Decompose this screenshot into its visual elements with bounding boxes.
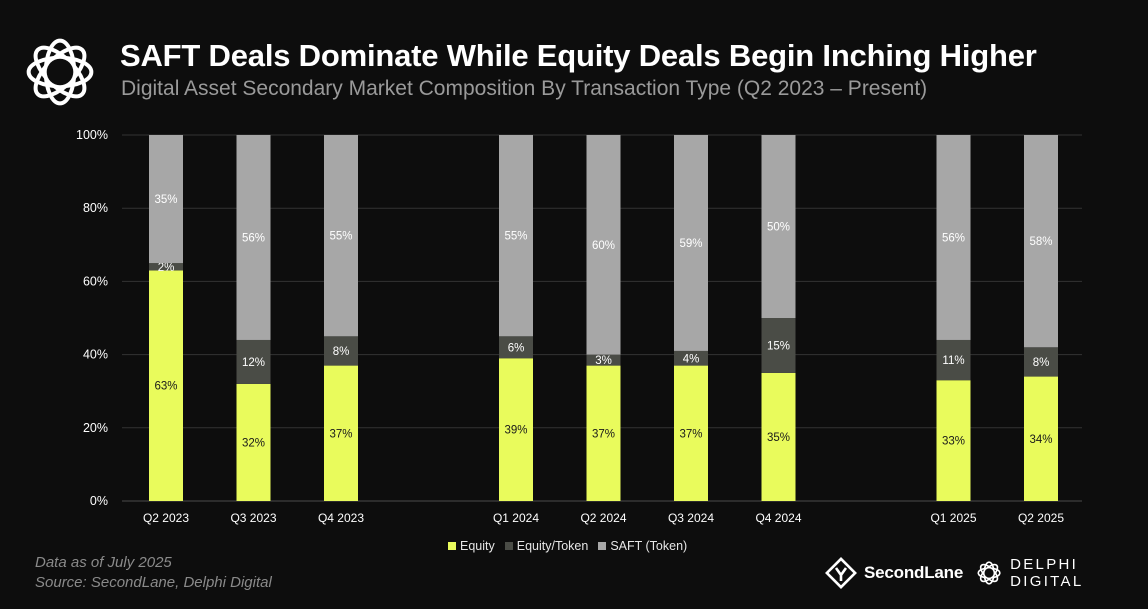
bar-segment-equity-token <box>149 263 183 271</box>
legend-swatch-equity-token <box>504 542 513 550</box>
bar-segment-equity-token <box>674 350 708 366</box>
bar-label-equity: 32% <box>242 437 265 449</box>
legend-item-equity-token: Equity/Token <box>504 539 589 553</box>
x-tick-label: Q2 2024 <box>580 511 626 525</box>
bar-segment-saft <box>674 135 708 351</box>
secondlane-wordmark: SecondLane <box>864 563 964 582</box>
delphi-wordmark: DELPHI DIGITAL <box>1010 556 1084 590</box>
bar-segment-equity <box>324 365 358 501</box>
bar-segment-equity <box>236 383 271 501</box>
bar-label-saft: 60% <box>592 240 615 252</box>
x-tick-label: Q3 2023 <box>230 511 276 525</box>
bar-segment-equity <box>149 270 183 501</box>
bar-segment-equity <box>1024 376 1058 501</box>
bar-label-equity-token: 6% <box>508 342 525 354</box>
x-tick-label: Q4 2023 <box>318 511 364 525</box>
bar-segment-saft <box>499 135 533 337</box>
bar-label-equity: 33% <box>942 436 965 448</box>
bar-segment-saft <box>324 135 358 337</box>
delphi-digital-brand: DELPHI DIGITAL <box>976 556 1148 590</box>
bar-label-equity-token: 4% <box>683 353 700 365</box>
bar-label-equity: 35% <box>767 432 790 444</box>
chart-subtitle: Digital Asset Secondary Market Compositi… <box>121 77 928 100</box>
bar-label-equity-token: 8% <box>333 346 350 358</box>
bar-segment-equity <box>499 358 533 501</box>
bar-segment-equity-token <box>1024 347 1058 377</box>
bar-segment-equity-token <box>586 354 621 366</box>
bar-label-equity-token: 2% <box>158 262 175 274</box>
bar-segment-saft <box>149 135 183 264</box>
x-tick-label: Q2 2025 <box>1018 511 1064 525</box>
bar-label-saft: 55% <box>329 231 352 243</box>
legend-swatch-equity <box>448 542 456 550</box>
bar-segment-saft <box>1024 135 1058 348</box>
legend-item-equity: Equity <box>448 539 495 553</box>
chart-legend: Equity Equity/Token SAFT (Token) <box>448 538 687 554</box>
x-tick-label: Q3 2024 <box>668 511 714 525</box>
x-tick-label: Q4 2024 <box>755 511 801 525</box>
bar-segment-saft <box>236 135 271 340</box>
legend-label-equity-token: Equity/Token <box>516 539 589 553</box>
x-tick-label: Q2 2023 <box>143 511 189 525</box>
bar-label-saft: 58% <box>1029 236 1052 248</box>
bar-segment-equity <box>761 372 796 501</box>
delphi-logo-icon <box>26 38 94 106</box>
bar-label-equity: 39% <box>504 425 527 437</box>
y-tick-label: 60% <box>83 274 108 288</box>
bar-label-equity: 34% <box>1029 434 1052 446</box>
y-tick-label: 0% <box>90 494 108 508</box>
legend-label-equity: Equity <box>460 539 495 553</box>
bar-label-equity-token: 11% <box>942 355 964 367</box>
secondlane-brand: SecondLane <box>824 556 963 590</box>
secondlane-logo-icon <box>825 557 857 589</box>
legend-item-saft: SAFT (Token) <box>598 539 687 553</box>
bar-segment-equity-token <box>936 339 971 381</box>
bar-segment-equity-token <box>499 336 533 359</box>
bar-segment-equity <box>586 365 621 501</box>
source-note: Source: SecondLane, Delphi Digital <box>35 574 272 591</box>
chart-title: SAFT Deals Dominate While Equity Deals B… <box>120 38 1037 73</box>
bar-label-equity: 37% <box>679 428 702 440</box>
bar-segment-saft <box>761 135 796 318</box>
bar-label-saft: 35% <box>154 194 177 206</box>
bar-segment-equity-token <box>324 336 358 366</box>
data-date-note: Data as of July 2025 <box>35 554 172 571</box>
bar-label-equity-token: 15% <box>767 340 790 352</box>
bar-segment-equity-token <box>236 339 271 384</box>
bar-label-saft: 56% <box>242 232 265 244</box>
bar-label-equity: 37% <box>329 428 352 440</box>
x-tick-label: Q1 2025 <box>930 511 976 525</box>
bar-label-equity-token: 12% <box>242 357 265 369</box>
y-tick-label: 20% <box>83 421 108 435</box>
y-tick-label: 80% <box>83 201 108 215</box>
bar-label-saft: 55% <box>504 231 527 243</box>
bar-label-saft: 56% <box>942 232 965 244</box>
legend-swatch-saft <box>598 542 607 550</box>
bar-segment-equity-token <box>761 318 796 373</box>
bar-segment-saft <box>936 135 971 340</box>
bar-segment-saft <box>586 135 621 355</box>
y-tick-label: 40% <box>83 348 108 362</box>
bar-segment-equity <box>674 365 708 501</box>
x-tick-label: Q1 2024 <box>493 511 539 525</box>
bar-label-equity-token: 3% <box>595 355 612 367</box>
bar-label-saft: 50% <box>767 222 790 234</box>
bar-label-saft: 59% <box>679 238 702 250</box>
delphi-small-logo-icon <box>977 561 1001 585</box>
bar-label-equity: 63% <box>154 381 177 393</box>
legend-label-saft: SAFT (Token) <box>610 539 688 553</box>
bar-segment-equity <box>936 380 971 501</box>
bar-label-equity-token: 8% <box>1033 357 1050 369</box>
y-tick-label: 100% <box>76 128 108 142</box>
bar-label-equity: 37% <box>592 428 615 440</box>
